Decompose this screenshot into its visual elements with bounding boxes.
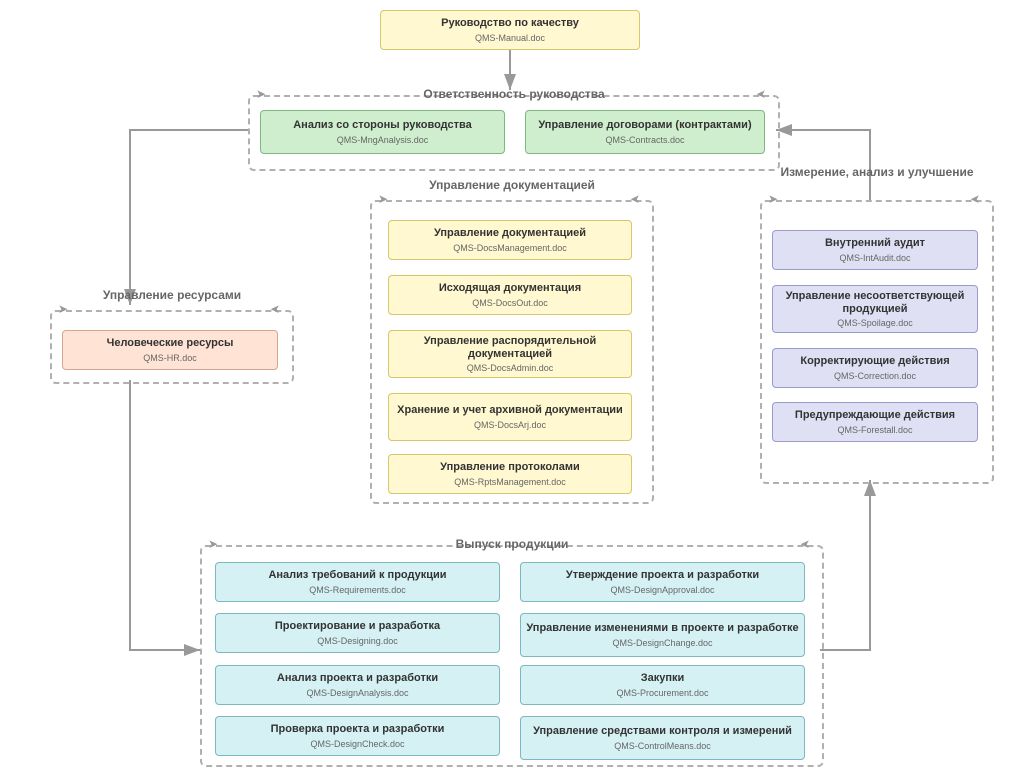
inward-arrow-icon: ➤ (378, 192, 388, 206)
doc-box-responsibility-0: Анализ со стороны руководства QMS-MngAnal… (260, 110, 505, 154)
doc-title: Управление договорами (контрактами) (530, 119, 760, 132)
doc-file: QMS-RptsManagement.doc (393, 477, 627, 487)
doc-box-docmgmt-3: Хранение и учет архивной документации QMS… (388, 393, 632, 441)
doc-title: Управление несоответствующей продукцией (777, 290, 973, 316)
doc-title: Проверка проекта и разработки (220, 723, 495, 736)
edge-responsibility-resources (130, 130, 248, 305)
doc-title: Хранение и учет архивной документации (393, 404, 627, 417)
doc-title: Исходящая документация (393, 282, 627, 295)
inward-arrow-icon: ➤ (256, 87, 266, 101)
manual-doc-box: Руководство по качеству QMS-Manual.doc (380, 10, 640, 50)
doc-file: QMS-DocsArj.doc (393, 420, 627, 430)
inward-arrow-icon: ➤ (970, 192, 980, 206)
doc-box-docmgmt-0: Управление документацией QMS-DocsManageme… (388, 220, 632, 260)
doc-box-production-left-1: Проектирование и разработка QMS-Designing… (215, 613, 500, 653)
doc-box-production-right-0: Утверждение проекта и разработки QMS-Desi… (520, 562, 805, 602)
doc-file: QMS-Correction.doc (777, 371, 973, 381)
doc-file: QMS-DocsManagement.doc (393, 243, 627, 253)
doc-title: Утверждение проекта и разработки (525, 569, 800, 582)
doc-title: Управление изменениями в проекте и разра… (525, 622, 800, 635)
doc-file: QMS-Spoilage.doc (777, 318, 973, 328)
doc-title: Анализ со стороны руководства (265, 119, 500, 132)
doc-file: QMS-MngAnalysis.doc (265, 135, 500, 145)
inward-arrow-icon: ➤ (208, 537, 218, 551)
inward-arrow-icon: ➤ (270, 302, 280, 316)
doc-box-production-left-0: Анализ требований к продукции QMS-Require… (215, 562, 500, 602)
doc-title: Внутренний аудит (777, 237, 973, 250)
doc-title: Анализ требований к продукции (220, 569, 495, 582)
doc-file: QMS-ControlMeans.doc (525, 741, 800, 751)
doc-file: QMS-DocsOut.doc (393, 298, 627, 308)
doc-box-measurement-1: Управление несоответствующей продукцией Q… (772, 285, 978, 333)
edge-resources-production (130, 380, 200, 650)
doc-title: Человеческие ресурсы (67, 337, 273, 350)
doc-file: QMS-IntAudit.doc (777, 253, 973, 263)
inward-arrow-icon: ➤ (800, 537, 810, 551)
doc-box-measurement-3: Предупреждающие действия QMS-Forestall.do… (772, 402, 978, 442)
doc-file: QMS-Procurement.doc (525, 688, 800, 698)
doc-file: QMS-DesignAnalysis.doc (220, 688, 495, 698)
doc-file: QMS-Contracts.doc (530, 135, 760, 145)
doc-title: Корректирующие действия (777, 355, 973, 368)
doc-box-docmgmt-2: Управление распорядительной документацие… (388, 330, 632, 378)
doc-box-docmgmt-4: Управление протоколами QMS-RptsManagement… (388, 454, 632, 494)
inward-arrow-icon: ➤ (58, 302, 68, 316)
doc-box-production-left-3: Проверка проекта и разработки QMS-DesignC… (215, 716, 500, 756)
manual-file: QMS-Manual.doc (385, 33, 635, 43)
doc-file: QMS-Requirements.doc (220, 585, 495, 595)
doc-box-responsibility-1: Управление договорами (контрактами) QMS-C… (525, 110, 765, 154)
doc-title: Управление средствами контроля и измерен… (525, 725, 800, 738)
doc-title: Управление документацией (393, 227, 627, 240)
doc-title: Управление распорядительной документацие… (393, 335, 627, 361)
doc-box-docmgmt-1: Исходящая документация QMS-DocsOut.doc (388, 275, 632, 315)
doc-file: QMS-DesignChange.doc (525, 638, 800, 648)
doc-title: Управление протоколами (393, 461, 627, 474)
doc-file: QMS-DesignCheck.doc (220, 739, 495, 749)
doc-box-measurement-2: Корректирующие действия QMS-Correction.do… (772, 348, 978, 388)
doc-title: Проектирование и разработка (220, 620, 495, 633)
doc-title: Анализ проекта и разработки (220, 672, 495, 685)
doc-file: QMS-DocsAdmin.doc (393, 363, 627, 373)
doc-box-production-right-2: Закупки QMS-Procurement.doc (520, 665, 805, 705)
inward-arrow-icon: ➤ (630, 192, 640, 206)
doc-file: QMS-Forestall.doc (777, 425, 973, 435)
doc-box-measurement-0: Внутренний аудит QMS-IntAudit.doc (772, 230, 978, 270)
doc-box-production-right-1: Управление изменениями в проекте и разра… (520, 613, 805, 657)
doc-file: QMS-Designing.doc (220, 636, 495, 646)
manual-title: Руководство по качеству (385, 17, 635, 30)
doc-file: QMS-DesignApproval.doc (525, 585, 800, 595)
inward-arrow-icon: ➤ (768, 192, 778, 206)
edge-production-measurement (820, 480, 870, 650)
inward-arrow-icon: ➤ (756, 87, 766, 101)
doc-title: Предупреждающие действия (777, 409, 973, 422)
doc-box-resources-0: Человеческие ресурсы QMS-HR.doc (62, 330, 278, 370)
doc-file: QMS-HR.doc (67, 353, 273, 363)
doc-title: Закупки (525, 672, 800, 685)
edge-measurement-responsibility (776, 130, 870, 200)
doc-box-production-left-2: Анализ проекта и разработки QMS-DesignAna… (215, 665, 500, 705)
doc-box-production-right-3: Управление средствами контроля и измерен… (520, 716, 805, 760)
